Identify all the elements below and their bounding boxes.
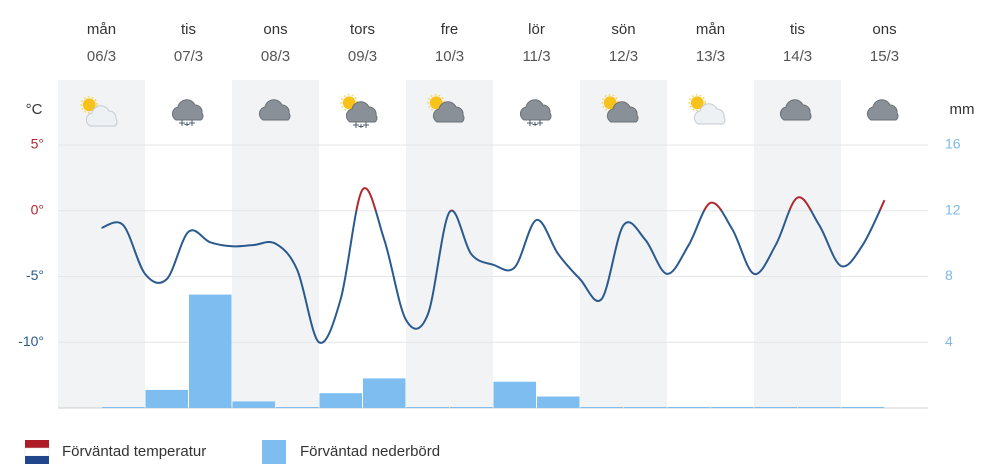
precipitation-bar	[841, 407, 884, 408]
y2-tick-label: 12	[945, 201, 961, 217]
precipitation-bar	[624, 407, 667, 408]
precipitation-bar	[232, 401, 275, 408]
legend: Förväntad temperatur Förväntad nederbörd	[24, 440, 440, 464]
day-label: mån	[696, 21, 725, 38]
y-axis-label: °C	[26, 101, 43, 118]
date-label: 11/3	[522, 48, 550, 65]
day-label: mån	[87, 21, 116, 38]
precipitation-bar	[189, 294, 232, 408]
temperature-line	[101, 187, 886, 344]
y-tick-label: -5°	[26, 267, 44, 283]
date-label: 10/3	[435, 48, 464, 65]
y-tick-label: -10°	[18, 333, 44, 349]
precipitation-bar	[363, 378, 406, 408]
precipitation-bar	[798, 407, 841, 408]
date-label: 15/3	[870, 48, 899, 65]
day-label: tors	[350, 21, 375, 38]
precipitation-bar	[276, 407, 319, 408]
precipitation-bar	[711, 407, 754, 408]
precipitation-bar	[754, 407, 797, 408]
precipitation-bar	[667, 407, 710, 408]
precipitation-bar	[580, 407, 623, 408]
precipitation-bar	[406, 407, 449, 408]
day-label: tis	[181, 21, 196, 38]
date-label: 06/3	[87, 48, 116, 65]
precipitation-bar	[537, 396, 580, 408]
precipitation-bar	[145, 389, 188, 408]
date-label: 07/3	[174, 48, 203, 65]
day-label: lör	[528, 21, 545, 38]
y-tick-label: 0°	[31, 201, 44, 217]
y2-axis-label: mm	[950, 101, 975, 118]
day-label: tis	[790, 21, 805, 38]
y2-tick-label: 4	[945, 333, 953, 349]
date-label: 09/3	[348, 48, 377, 65]
date-label: 12/3	[609, 48, 638, 65]
precipitation-bar	[450, 407, 493, 408]
day-label: sön	[611, 21, 635, 38]
column-shading	[58, 80, 841, 408]
y2-tick-label: 16	[945, 136, 961, 152]
date-label: 14/3	[783, 48, 812, 65]
day-label: ons	[263, 21, 287, 38]
precipitation-bar	[493, 381, 536, 408]
date-label: 13/3	[696, 48, 725, 65]
legend-label: Förväntad nederbörd	[300, 443, 440, 460]
precipitation-bar	[319, 393, 362, 408]
y-tick-label: 5°	[31, 136, 44, 152]
y2-tick-label: 8	[945, 267, 953, 283]
precipitation-bar	[102, 407, 145, 408]
date-label: 08/3	[261, 48, 290, 65]
legend-label: Förväntad temperatur	[62, 443, 206, 460]
day-label: fre	[441, 21, 459, 38]
day-label: ons	[872, 21, 896, 38]
legend-swatch	[262, 440, 286, 464]
